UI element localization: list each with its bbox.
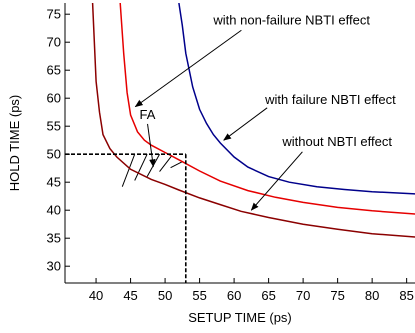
hatch-line xyxy=(170,160,184,169)
hatch-line xyxy=(121,154,136,187)
y-tick-label: 60 xyxy=(47,91,61,106)
y-tick-label: 55 xyxy=(47,119,61,134)
x-tick-label: 50 xyxy=(158,288,172,303)
curve-series-1 xyxy=(119,3,415,215)
annotation-arrow xyxy=(223,107,268,141)
annotation-label: with failure NBTI effect xyxy=(264,92,396,107)
y-tick-label: 50 xyxy=(47,147,61,162)
hatch-line xyxy=(159,155,173,172)
x-axis-title: SETUP TIME (ps) xyxy=(188,310,292,325)
curves xyxy=(91,3,415,238)
x-tick-label: 45 xyxy=(123,288,137,303)
x-tick-label: 75 xyxy=(330,288,344,303)
y-tick-label: 65 xyxy=(47,63,61,78)
annotation-arrow xyxy=(250,151,303,211)
y-tick-label: 70 xyxy=(47,35,61,50)
y-tick-label: 75 xyxy=(47,7,61,22)
annotation-label: without NBTI effect xyxy=(281,134,392,149)
y-axis-title: HOLD TIME (ps) xyxy=(7,95,22,192)
x-tick-label: 65 xyxy=(261,288,275,303)
x-tick-label: 55 xyxy=(192,288,206,303)
y-tick-label: 35 xyxy=(47,231,61,246)
x-tick-label: 40 xyxy=(89,288,103,303)
x-tick-label: 60 xyxy=(227,288,241,303)
annotation-arrow xyxy=(147,123,156,168)
curve-series-2 xyxy=(178,3,415,195)
hatch-line xyxy=(134,153,148,181)
y-axis-ticks: 30 35 40 45 50 55 60 65 70 75 xyxy=(47,7,70,274)
annotation-arrow xyxy=(134,29,242,108)
y-tick-label: 40 xyxy=(47,203,61,218)
y-tick-label: 45 xyxy=(47,175,61,190)
x-tick-label: 70 xyxy=(296,288,310,303)
annotation-label: with non-failure NBTI effect xyxy=(212,12,370,27)
annotation-label: FA xyxy=(140,107,156,122)
x-tick-label: 85 xyxy=(399,288,413,303)
reference-lines xyxy=(65,153,187,283)
annotations: with non-failure NBTI effect with failure… xyxy=(134,12,396,211)
y-tick-label: 30 xyxy=(47,259,61,274)
x-axis-ticks: 40 45 50 55 60 65 70 75 80 85 xyxy=(89,278,414,303)
x-tick-label: 80 xyxy=(365,288,379,303)
curve-series-0 xyxy=(91,3,415,238)
